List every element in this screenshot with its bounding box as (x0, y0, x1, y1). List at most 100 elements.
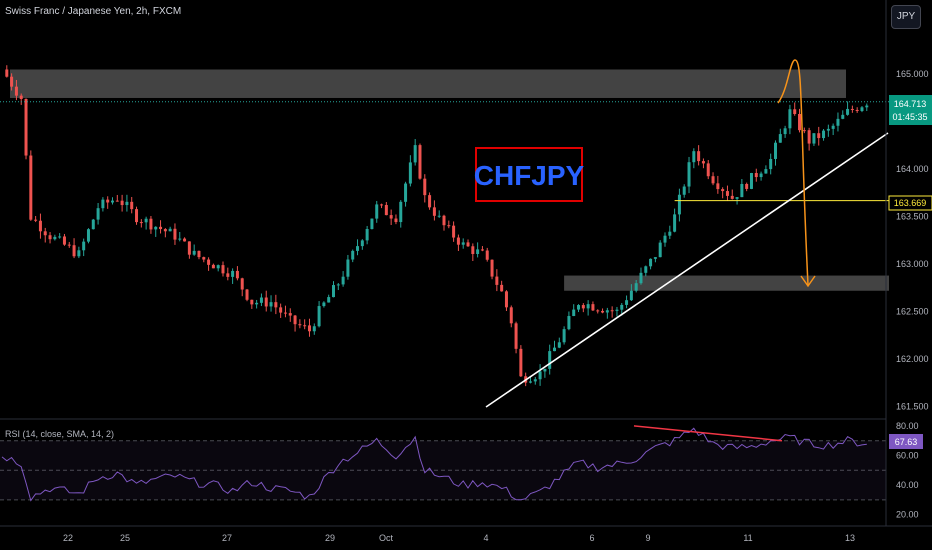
candle-body (764, 169, 768, 174)
time-tick-8: 11 (743, 533, 752, 543)
candle-body (370, 218, 374, 230)
candle-body (490, 259, 494, 277)
candle-body (106, 199, 110, 203)
candle-body (533, 379, 537, 382)
price-tick-6: 162.000 (896, 354, 929, 364)
candle-body (850, 108, 854, 110)
candle-body (548, 351, 552, 369)
rsi-indicator-label[interactable]: RSI (14, close, SMA, 14, 2) (5, 429, 115, 439)
candle-body (495, 276, 499, 285)
candle-body (812, 133, 816, 144)
candle-body (62, 236, 66, 245)
candle-body (586, 304, 590, 309)
annotation-box (475, 147, 583, 202)
candle-body (591, 304, 595, 311)
candle-body (298, 324, 302, 326)
candle-body (466, 242, 470, 247)
time-tick-7: 9 (645, 533, 650, 543)
candle-body (274, 302, 278, 308)
time-axis[interactable]: 22 25 27 29 Oct 4 6 9 11 13 (0, 525, 932, 543)
candle-body (567, 316, 571, 330)
candle-body (279, 307, 283, 313)
candle-body (860, 107, 864, 111)
candle-body (245, 289, 249, 300)
candle-body (471, 246, 475, 254)
candle-body (480, 249, 484, 251)
candle-body (365, 229, 369, 241)
candle-body (135, 209, 139, 223)
candle-body (394, 218, 398, 223)
projection-arrowhead (800, 275, 816, 288)
candle-body (855, 109, 859, 111)
price-axis[interactable]: 165.000164.500164.000163.500163.000162.5… (885, 0, 929, 526)
candle-body (346, 259, 350, 277)
candle-body (442, 215, 446, 226)
candle-body (332, 285, 335, 298)
candle-body (730, 195, 734, 199)
candle-body (130, 201, 134, 210)
candle-body (687, 162, 691, 187)
time-tick-5: 4 (483, 533, 488, 543)
candle-body (610, 310, 614, 312)
candle-body (745, 183, 749, 189)
candle-body (798, 114, 802, 131)
candle-body (211, 264, 215, 269)
currency-button[interactable]: JPY (891, 5, 921, 29)
candle-body (754, 173, 758, 178)
rsi-tick-0: 80.00 (896, 421, 919, 431)
candle-body (783, 128, 787, 135)
candle-body (807, 130, 811, 144)
candle-body (283, 312, 287, 314)
time-tick-1: 25 (120, 533, 130, 543)
candle-body (240, 278, 244, 290)
sr-zone-0 (10, 69, 846, 98)
candle-body (125, 201, 129, 206)
rsi-pane (0, 425, 886, 502)
candle-body (43, 231, 47, 236)
symbol-title[interactable]: Swiss Franc / Japanese Yen, 2h, FXCM (5, 6, 182, 17)
candle-body (120, 200, 124, 206)
candle-body (615, 309, 619, 311)
rsi-tick-2: 40.00 (896, 480, 919, 490)
candle-body (168, 228, 172, 232)
candle-body (826, 128, 830, 131)
candle-body (653, 257, 657, 259)
price-tick-5: 162.500 (896, 307, 929, 317)
candle-body (235, 270, 239, 279)
candle-body (86, 229, 90, 242)
price-tick-7: 161.500 (896, 402, 929, 412)
candle-body (543, 368, 547, 372)
candle-body (183, 238, 187, 242)
candle-body (53, 236, 57, 240)
rsi-axis: 80.00 60.00 40.00 20.00 (896, 421, 919, 520)
candle-body (67, 244, 71, 246)
candle-body (173, 228, 177, 240)
candle-body (514, 323, 518, 349)
candle-body (10, 76, 14, 87)
candle-body (336, 284, 340, 286)
candle-body (144, 218, 148, 223)
candle-body (769, 158, 773, 170)
candle-body (625, 300, 629, 305)
candle-body (485, 250, 489, 260)
candle-body (226, 273, 230, 277)
candle-body (774, 142, 777, 159)
candle-body (663, 235, 667, 243)
candle-body (115, 200, 119, 202)
candle-body (428, 195, 432, 208)
candle-body (500, 284, 504, 292)
candle-body (380, 204, 384, 206)
candle-body (692, 151, 696, 163)
candle-body (528, 381, 532, 383)
candle-body (264, 297, 268, 307)
price-tick-3: 163.500 (896, 212, 929, 222)
candle-body (111, 200, 114, 203)
trendline (485, 132, 889, 408)
time-tick-3: 29 (325, 533, 335, 543)
candle-body (644, 266, 648, 273)
rsi-line (1, 427, 867, 502)
candle-body (29, 155, 33, 220)
candle-body (159, 226, 163, 230)
candle-body (197, 250, 201, 258)
